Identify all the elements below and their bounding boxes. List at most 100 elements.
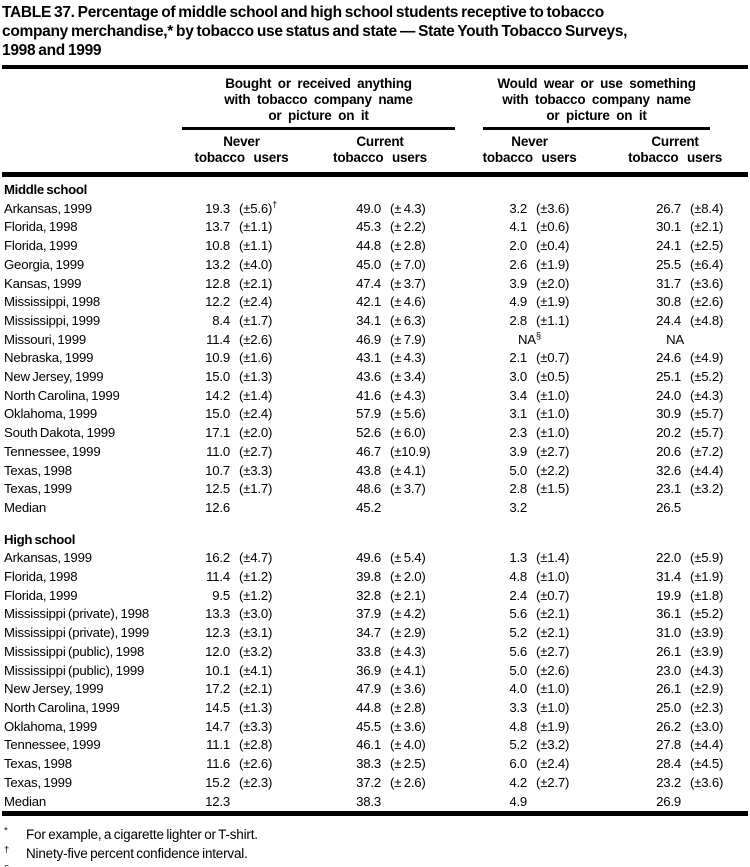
- value-cell: 34.7: [356, 625, 381, 641]
- row-label: Texas, 1998: [4, 462, 72, 478]
- ci-cell: (±2.9): [690, 681, 724, 697]
- ci-cell: (±5.7): [690, 425, 724, 441]
- ci-cell: (±3.3): [239, 462, 273, 478]
- value-cell: 11.6: [206, 756, 230, 772]
- ci-cell: (±1.4): [239, 387, 273, 403]
- ci-cell: (±2.6): [690, 294, 724, 310]
- ci-cell: [681, 499, 748, 518]
- ci-cell: (±2.2): [536, 462, 570, 478]
- value-cell: 4.1: [509, 219, 528, 235]
- table-row: Kansas, 1999 12.8 (±2.1) 47.4 (± 3.7) 3.9 (±2.…: [2, 275, 748, 294]
- ci-cell: (±4.7): [239, 550, 273, 566]
- value-cell: 24.4: [656, 312, 682, 328]
- ci-cell: (± 4.2): [390, 606, 426, 622]
- value-cell: 25.1: [656, 369, 682, 385]
- value-cell: 3.4: [509, 387, 528, 403]
- table-row: Arkansas, 1999 19.3 (±5.6)† 49.0 (± 4.3) 3.2 (…: [2, 200, 748, 219]
- ci-cell: (±3.6): [690, 275, 724, 291]
- value-cell: 14.2: [205, 387, 230, 403]
- ci-cell: [230, 499, 303, 518]
- ci-cell: (±3.3): [239, 718, 273, 734]
- footnote: * For example, a cigarette lighter or T-s…: [2, 825, 748, 844]
- row-label: Florida, 1999: [4, 587, 78, 603]
- ci-cell: (± 3.7): [390, 275, 426, 291]
- ci-cell: [381, 499, 457, 518]
- table-title-line: TABLE 37. Percentage of middle school an…: [2, 4, 604, 21]
- value-cell: 27.8: [656, 737, 682, 753]
- value-cell: 36.9: [356, 662, 381, 678]
- value-cell: 26.1: [656, 643, 682, 659]
- footnote-text: Ninety-five percent confidence interval.: [26, 846, 248, 862]
- value-cell: 31.0: [656, 625, 682, 641]
- value-cell: 10.1: [205, 662, 230, 678]
- row-label: Texas, 1999: [4, 774, 72, 790]
- value-cell: 12.8: [205, 275, 230, 291]
- ci-cell: (±1.6): [239, 350, 273, 366]
- value-cell: 14.5: [205, 699, 230, 715]
- row-label: Georgia, 1999: [4, 256, 84, 272]
- value-cell: 44.8: [356, 699, 381, 715]
- value-cell: 3.9: [509, 275, 528, 291]
- value-cell: 36.1: [656, 606, 682, 622]
- ci-cell: (±3.6): [536, 200, 570, 216]
- row-label: Arkansas, 1999: [4, 550, 92, 566]
- value-cell: 5.6: [509, 606, 528, 622]
- ci-cell: (±5.6)†: [239, 199, 278, 216]
- ci-cell: (± 5.6): [390, 406, 426, 422]
- value-cell: 26.1: [656, 681, 682, 697]
- ci-cell: (±1.9): [690, 569, 724, 585]
- value-cell: 26.2: [656, 718, 682, 734]
- ci-cell: (±3.9): [690, 643, 724, 659]
- ci-cell: (± 3.7): [390, 481, 426, 497]
- ci-cell: (±2.6): [239, 756, 273, 772]
- data-table: Bought or received anything with tobacco…: [2, 65, 749, 817]
- ci-cell: (±7.2): [690, 443, 724, 459]
- value-cell: 11.4: [206, 331, 230, 347]
- footnotes: * For example, a cigarette lighter or T-s…: [2, 825, 748, 867]
- value-cell: 6.0: [509, 756, 528, 772]
- group-header-row: Bought or received anything with tobacco…: [2, 67, 748, 177]
- subcolumn-never-users-2: Never tobacco users: [457, 130, 603, 177]
- value-cell: 13.7: [205, 219, 230, 235]
- ci-cell: (± 4.3): [390, 350, 426, 366]
- ci-cell: (±1.2): [239, 569, 273, 585]
- column-group-bought: Bought or received anything with tobacco…: [180, 67, 457, 130]
- value-cell: 3.3: [509, 699, 528, 715]
- subcolumn-never-users-1: Never tobacco users: [180, 130, 303, 177]
- row-label: Texas, 1999: [4, 481, 72, 497]
- ci-cell: (±1.4): [536, 550, 570, 566]
- value-cell: 15.0: [205, 369, 230, 385]
- ci-cell: (± 2.5): [390, 756, 426, 772]
- ci-cell: (± 3.6): [390, 681, 426, 697]
- median-row: Median 12.3 38.3 4.9 26.9: [2, 793, 748, 814]
- value-cell: 41.6: [356, 387, 381, 403]
- ci-cell: (± 6.0): [390, 425, 426, 441]
- ci-cell: [381, 793, 457, 814]
- row-label: North Carolina, 1999: [4, 699, 120, 715]
- column-group-label: Bought or received anything with tobacco…: [182, 76, 456, 130]
- value-cell: 49.6: [356, 550, 381, 566]
- value-cell: 44.8: [356, 238, 381, 254]
- ci-cell: (±0.7): [536, 350, 570, 366]
- value-cell: 2.8: [509, 481, 528, 497]
- table-row: Mississippi (public), 1998 12.0 (±3.2) 33.8…: [2, 643, 748, 662]
- value-cell: 48.6: [356, 481, 381, 497]
- row-label: Mississippi, 1999: [4, 312, 101, 328]
- value-cell: 32.6: [656, 462, 682, 478]
- ci-cell: (±2.1): [690, 219, 724, 235]
- ci-cell: (± 4.1): [390, 662, 426, 678]
- table-title: TABLE 37. Percentage of middle school an…: [2, 3, 748, 60]
- ci-cell: (±0.6): [536, 219, 570, 235]
- value-cell: 26.9: [656, 793, 682, 809]
- value-cell: 4.8: [509, 718, 528, 734]
- value-cell: 31.4: [656, 569, 682, 585]
- value-cell: 26.5: [656, 499, 682, 515]
- row-label: Oklahoma, 1999: [4, 718, 97, 734]
- ci-cell: (±2.6): [536, 662, 570, 678]
- value-cell: 4.2: [509, 774, 528, 790]
- value-cell: 5.6: [509, 643, 528, 659]
- ci-cell: (±5.2): [690, 369, 724, 385]
- value-cell: 2.6: [509, 256, 528, 272]
- ci-cell: (±3.2): [536, 737, 570, 753]
- table-row: Tennessee, 1999 11.1 (±2.8) 46.1 (± 4.0) 5.2 (…: [2, 736, 748, 755]
